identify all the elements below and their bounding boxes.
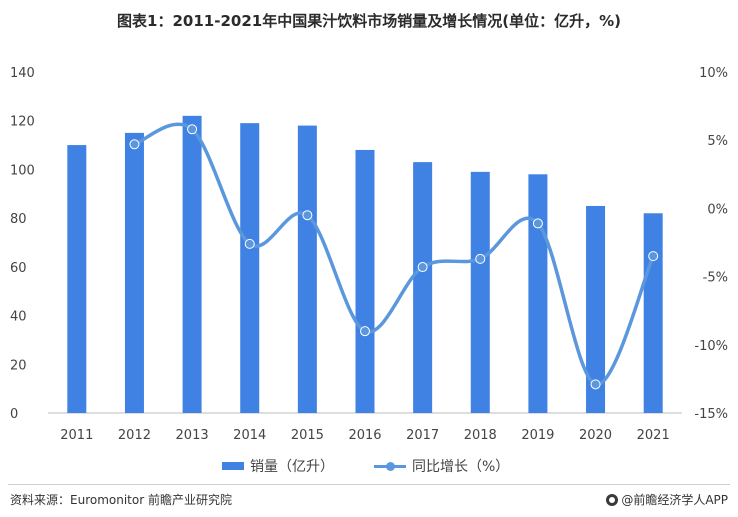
y-left-tick-20: 20 (10, 358, 27, 373)
bar-2019 (528, 174, 548, 413)
x-tick-2013: 2013 (176, 428, 209, 443)
growth-point-2012 (129, 139, 140, 150)
y-left-tick-140: 140 (10, 66, 35, 81)
x-tick-2015: 2015 (291, 428, 324, 443)
bar-2012 (124, 132, 144, 413)
growth-point-2017 (417, 262, 428, 273)
bar-2017 (413, 162, 433, 413)
brand-text: @前瞻经济学人APP (621, 493, 728, 507)
growth-point-2021 (648, 251, 659, 262)
y-right-tick--15: -15% (694, 407, 728, 422)
legend-label-sales: 销量（亿升） (250, 459, 334, 475)
x-tick-2020: 2020 (579, 428, 612, 443)
bar-2013 (182, 115, 202, 413)
bar-2016 (355, 149, 375, 413)
x-tick-2018: 2018 (464, 428, 497, 443)
y-left-tick-80: 80 (10, 212, 27, 227)
y-left-tick-40: 40 (10, 310, 27, 325)
growth-line (133, 122, 655, 387)
y-left-tick-100: 100 (10, 163, 35, 178)
y-right-tick--10: -10% (694, 339, 728, 354)
y-left-tick-0: 0 (10, 407, 18, 422)
bar-2015 (297, 125, 317, 413)
bar-2011 (67, 145, 87, 414)
y-right-tick--5: -5% (703, 271, 728, 286)
growth-point-2020 (590, 379, 601, 390)
bar-2018 (470, 171, 490, 413)
x-tick-2012: 2012 (118, 428, 151, 443)
legend-marker (386, 461, 395, 471)
y-right-tick-10: 10% (699, 66, 728, 81)
source-note: 资料来源：Euromonitor 前瞻产业研究院 (10, 493, 232, 507)
brand-logo-icon (606, 493, 619, 506)
x-tick-2017: 2017 (406, 428, 439, 443)
bar-2021 (643, 213, 663, 413)
y-right-tick-5: 5% (707, 134, 728, 149)
growth-point-2019 (532, 218, 543, 229)
legend-swatch-bar (222, 462, 244, 470)
growth-point-2018 (475, 253, 486, 264)
legend-item-growth: 同比增长（%） (374, 456, 509, 476)
growth-point-2016 (360, 326, 370, 337)
brand-credit: @前瞻经济学人APP (606, 491, 728, 508)
x-tick-2011: 2011 (60, 428, 93, 443)
legend-item-sales: 销量（亿升） (222, 456, 334, 476)
chart-title: 图表1：2011-2021年中国果汁饮料市场销量及增长情况(单位：亿升，%) (117, 12, 621, 30)
bar-2020 (586, 205, 606, 413)
footer-divider (8, 484, 730, 485)
growth-point-2015 (302, 210, 313, 221)
legend-swatch-line (374, 461, 406, 471)
growth-point-2013 (187, 124, 198, 135)
growth-point-2014 (244, 238, 255, 249)
chart-plot: 2011 2012 2013 2014 2015 2016 2017 2018 2019 2020… (10, 66, 728, 443)
x-tick-2016: 2016 (348, 428, 381, 443)
legend-label-growth: 同比增长（%） (412, 459, 510, 475)
y-left-tick-120: 120 (10, 115, 35, 130)
x-tick-2021: 2021 (637, 428, 670, 443)
chart-legend: 销量（亿升） 同比增长（%） (0, 456, 738, 476)
x-tick-2014: 2014 (233, 428, 266, 443)
bar-2014 (240, 123, 260, 414)
x-tick-2019: 2019 (521, 428, 554, 443)
y-right-tick-0: 0% (707, 202, 728, 217)
y-left-tick-60: 60 (10, 261, 27, 276)
